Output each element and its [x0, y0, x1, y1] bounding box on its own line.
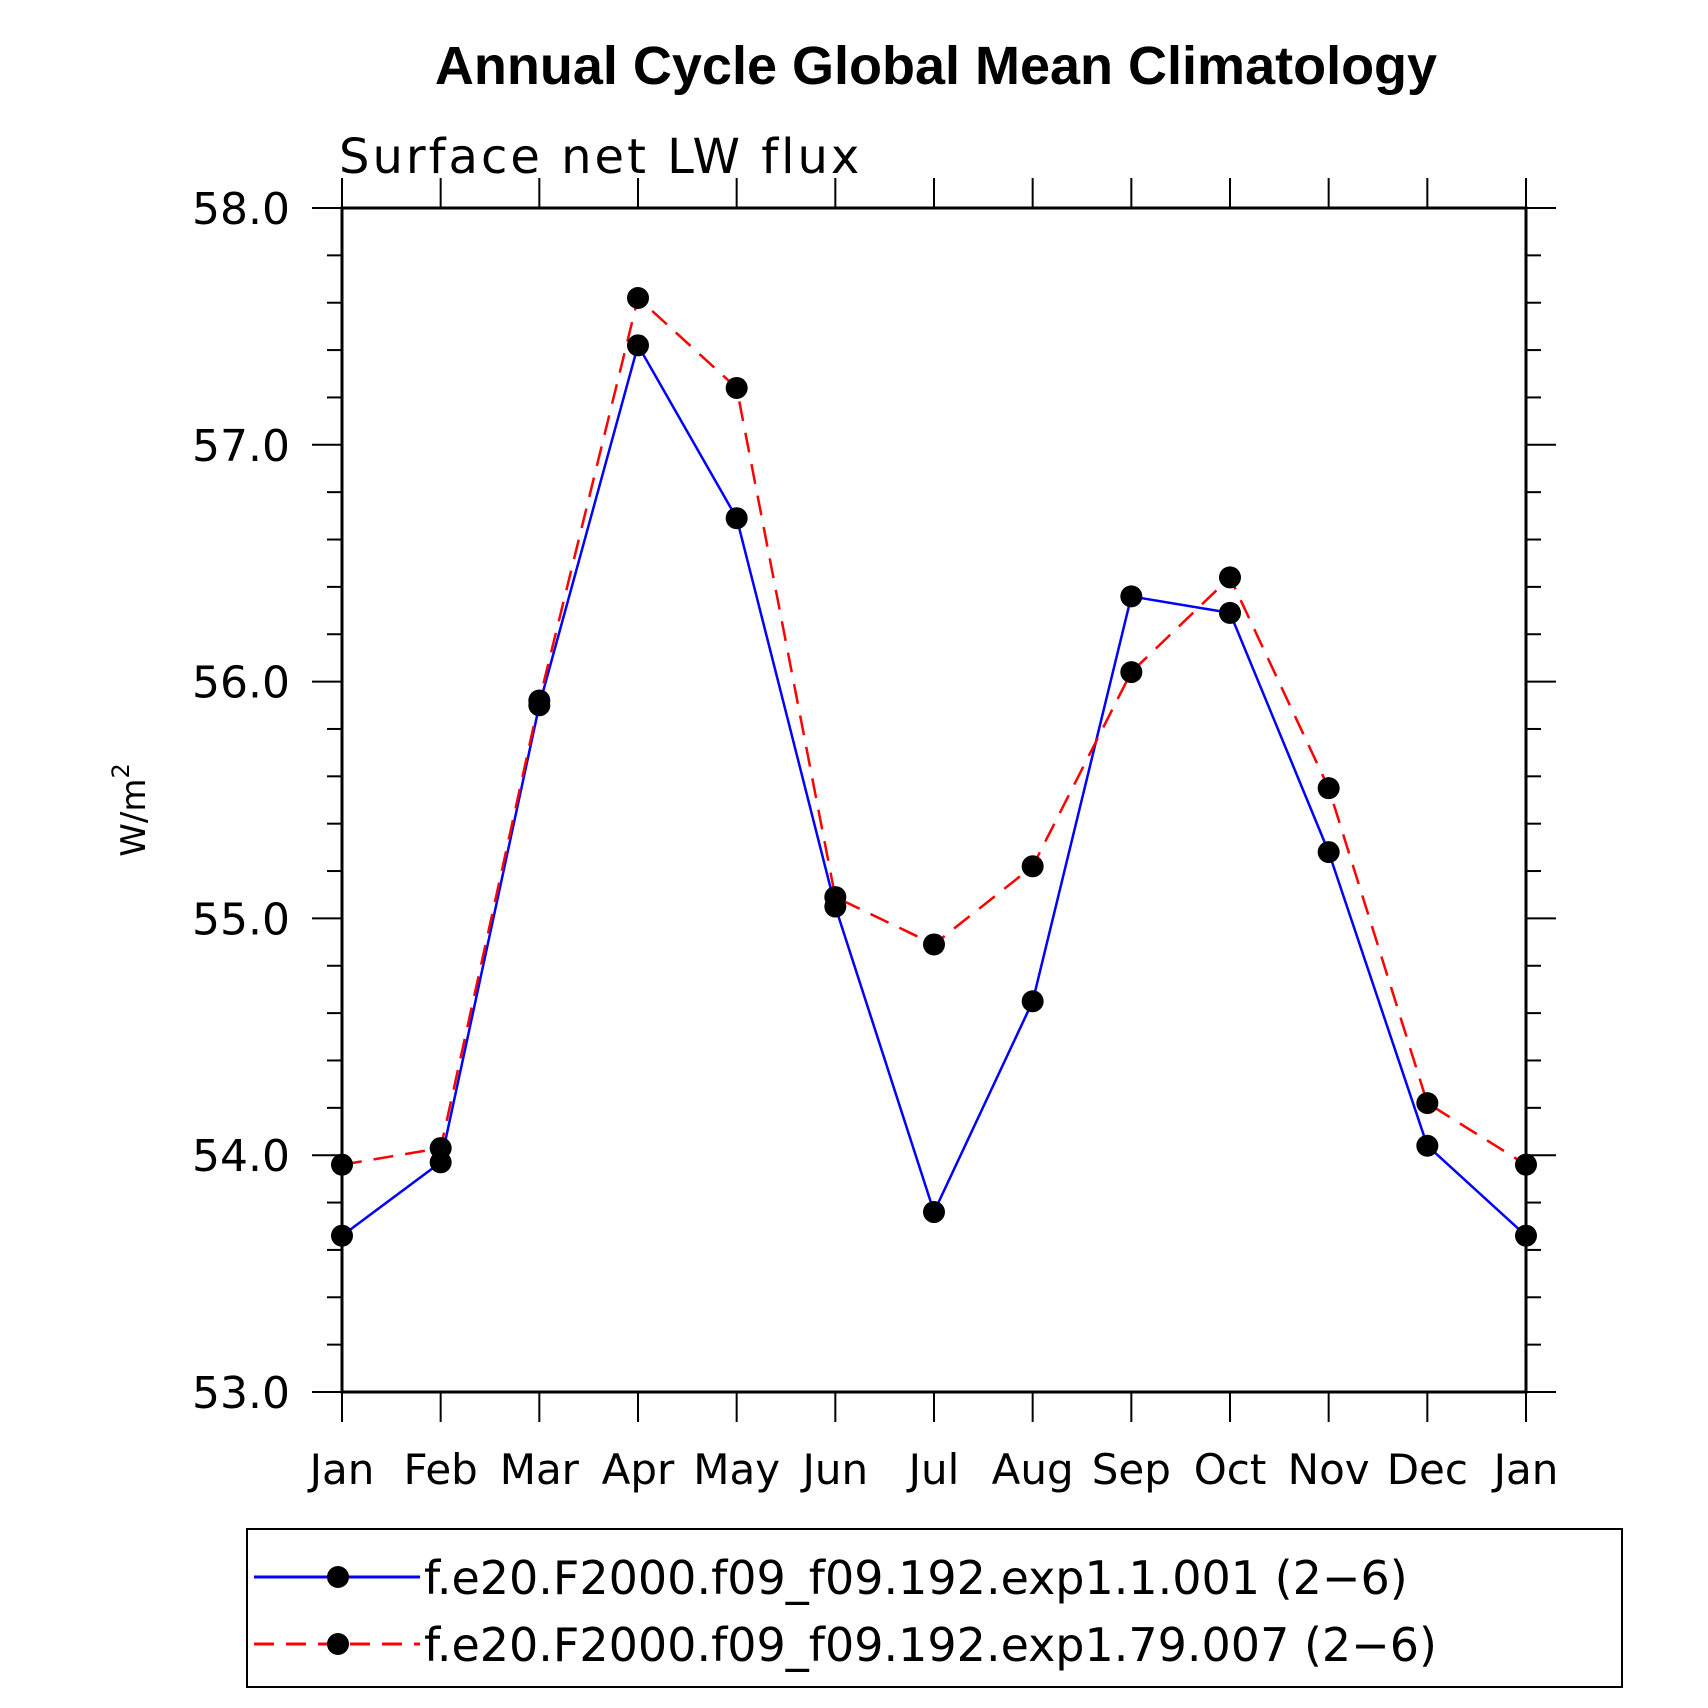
y-tick-label: 58.0 — [192, 184, 290, 235]
x-tick-label: Nov — [1288, 1445, 1370, 1494]
series-1-point — [1317, 841, 1340, 864]
legend-label-series-2: f.e20.F2000.f09_f09.192.exp1.79.007 (2−6… — [424, 1618, 1437, 1672]
y-tick-labels: 53.0 54.0 55.0 56.0 57.0 58.0 — [192, 184, 290, 1419]
series-1-point — [923, 1201, 945, 1224]
chart-subtitle: Surface net LW flux — [339, 129, 862, 185]
legend: f.e20.F2000.f09_f09.192.exp1.1.001 (2−6)… — [246, 1528, 1623, 1688]
y-axis-label-exponent: 2 — [107, 763, 135, 778]
series-1-point — [1021, 990, 1044, 1013]
series-1-point — [725, 507, 748, 530]
series-2-point — [824, 886, 847, 909]
series-2-point — [1416, 1092, 1439, 1115]
legend-label-series-1: f.e20.F2000.f09_f09.192.exp1.1.001 (2−6) — [424, 1551, 1408, 1605]
chart-title: Annual Cycle Global Mean Climatology — [435, 36, 1437, 96]
series-2-point — [1021, 855, 1044, 878]
y-axis-label-unit: W/m — [114, 779, 154, 857]
series-line-2 — [341, 295, 1527, 1166]
legend-marker-series-2 — [327, 1633, 349, 1655]
x-tick-label: Sep — [1092, 1445, 1171, 1494]
series-2-point — [725, 376, 748, 399]
series-2-point — [1120, 661, 1143, 684]
y-tick-label: 55.0 — [192, 894, 290, 945]
series-2-point — [1219, 566, 1241, 589]
series-2-point — [528, 689, 551, 712]
legend-marker-series-1 — [327, 1566, 349, 1588]
x-tick-labels: Jan Feb Mar Apr May Jun Jul Aug Sep Oct Nov Dec Jan — [307, 1445, 1559, 1494]
y-axis-label-text: W/m2 — [107, 763, 154, 856]
y-tick-label: 56.0 — [192, 658, 290, 709]
series-1-point — [1120, 585, 1143, 608]
series-1-point — [627, 334, 649, 357]
x-tick-label: Jan — [1491, 1445, 1559, 1494]
series-2-point — [1515, 1153, 1537, 1176]
series-1-point — [1219, 601, 1241, 624]
x-tick-label: May — [693, 1445, 780, 1494]
series-2-point — [627, 286, 649, 309]
series-2-point — [331, 1153, 353, 1176]
y-tick-label: 54.0 — [192, 1131, 290, 1182]
x-tick-label: Jul — [906, 1445, 960, 1494]
y-tick-label: 53.0 — [192, 1368, 290, 1419]
x-tick-label: Apr — [602, 1445, 675, 1494]
series-2-point — [923, 933, 945, 956]
series-1-point — [1515, 1224, 1537, 1247]
x-tick-label: Oct — [1194, 1445, 1267, 1494]
series-2-point — [1317, 777, 1340, 800]
x-tick-label: Aug — [992, 1445, 1074, 1494]
series-2-point — [429, 1137, 452, 1160]
y-axis-label: W/m2 — [107, 763, 154, 856]
x-tick-label: Mar — [500, 1445, 580, 1494]
series-layer — [331, 286, 1537, 1247]
legend-box — [246, 1528, 1623, 1688]
axis-ticks — [312, 178, 1556, 1422]
series-1-point — [331, 1224, 353, 1247]
y-tick-label: 57.0 — [192, 421, 290, 472]
x-tick-label: Feb — [403, 1445, 477, 1494]
x-tick-label: Jan — [307, 1445, 375, 1494]
x-tick-label: Dec — [1387, 1445, 1468, 1494]
series-1-point — [1416, 1134, 1439, 1157]
x-tick-label: Jun — [800, 1445, 869, 1494]
